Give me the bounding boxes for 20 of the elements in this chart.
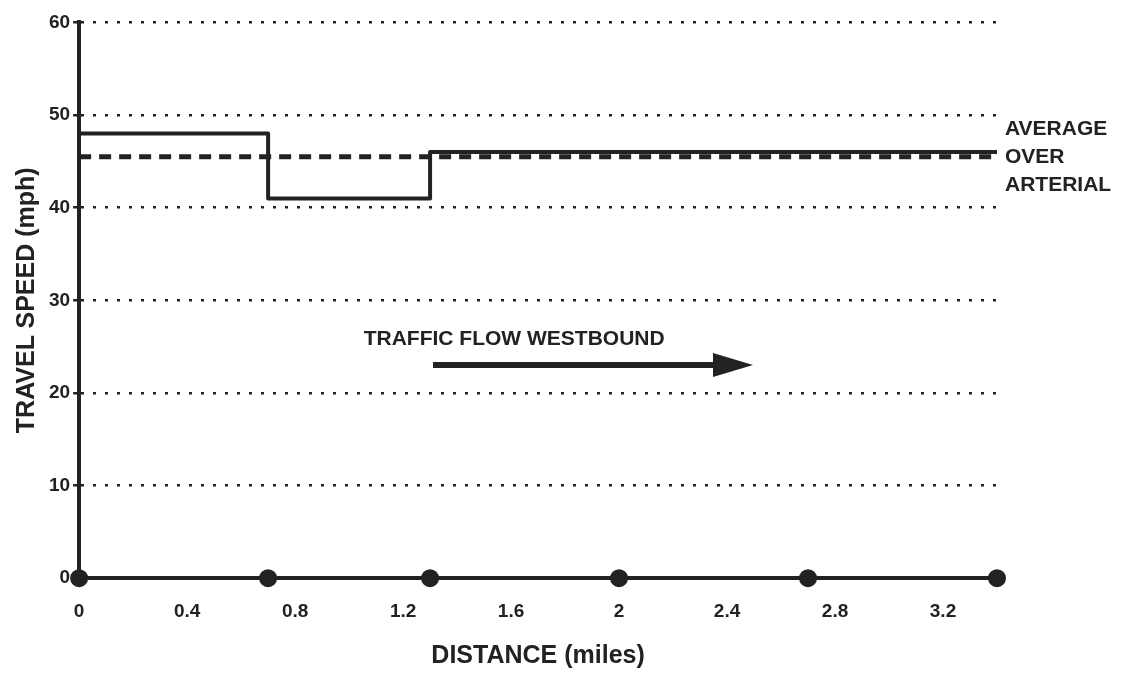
y-tick-label: 20 <box>48 381 71 403</box>
x-tick-label: 1.6 <box>497 599 525 621</box>
annotation: TRAFFIC FLOW WESTBOUND <box>363 325 665 349</box>
x-tick-label: 1.2 <box>389 599 417 621</box>
y-tick-label: 10 <box>48 473 71 495</box>
x-tick-label: 2.8 <box>821 599 849 621</box>
x-axis-title: DISTANCE (miles) <box>431 639 645 668</box>
y-tick-label: 40 <box>48 195 71 217</box>
y-tick-label: 0 <box>59 566 71 588</box>
x-tick-label: 3.2 <box>929 599 957 621</box>
y-tick-label: 30 <box>48 288 71 310</box>
x-tick-label: 0 <box>73 599 85 621</box>
x-tick-label: 0.4 <box>173 599 201 621</box>
y-axis-title: TRAVEL SPEED (mph) <box>10 167 39 434</box>
ref-line-label: AVERAGE OVER ARTERIAL <box>1005 115 1112 195</box>
x-tick-label: 0.8 <box>281 599 309 621</box>
x-tick-label: 2.4 <box>713 599 741 621</box>
x-tick-label: 2 <box>613 599 625 621</box>
y-tick-label: 60 <box>48 10 71 32</box>
y-tick-label: 50 <box>48 103 71 125</box>
